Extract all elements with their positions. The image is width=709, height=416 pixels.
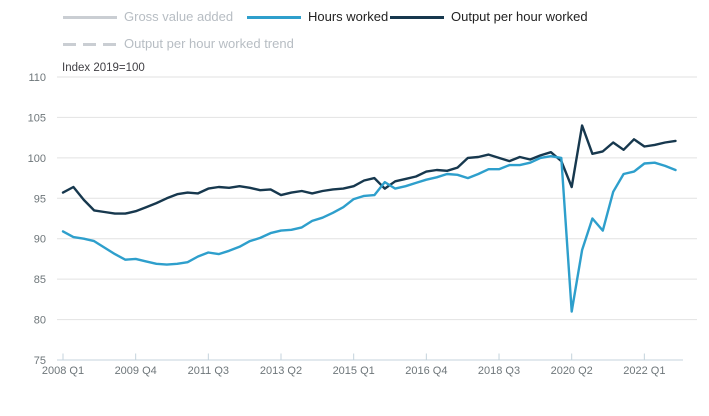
x-axis-label: 2009 Q4 bbox=[115, 365, 157, 377]
gross-value-added-swatch-icon bbox=[63, 15, 117, 19]
output-per-hour-worked-trend-swatch-icon bbox=[63, 42, 117, 46]
x-axis-label: 2022 Q1 bbox=[623, 365, 665, 377]
x-axis-label: 2011 Q3 bbox=[188, 365, 229, 377]
legend-item-output-per-hour-worked-trend[interactable]: Output per hour worked trend bbox=[63, 37, 294, 51]
y-axis-label: 90 bbox=[34, 234, 46, 246]
legend-label: Output per hour worked bbox=[451, 9, 588, 24]
legend-item-gross-value-added[interactable]: Gross value added bbox=[63, 10, 233, 24]
legend-item-output-per-hour-worked[interactable]: Output per hour worked bbox=[390, 10, 588, 24]
x-axis-label: 2013 Q2 bbox=[260, 365, 302, 377]
x-axis-label: 2020 Q2 bbox=[551, 365, 593, 377]
legend-label: Hours worked bbox=[308, 9, 389, 24]
legend-label: Output per hour worked trend bbox=[124, 36, 294, 51]
y-axis-label: 80 bbox=[34, 315, 46, 327]
x-axis-label: 2016 Q4 bbox=[405, 365, 447, 377]
y-axis-label: 110 bbox=[28, 72, 46, 84]
output-per-hour-worked-line bbox=[61, 124, 677, 215]
y-axis-label: 95 bbox=[34, 193, 46, 205]
hours-worked-line bbox=[61, 154, 677, 313]
y-axis-label: 105 bbox=[28, 112, 46, 124]
x-axis-label: 2008 Q1 bbox=[42, 365, 84, 377]
y-axis-label: 75 bbox=[34, 355, 46, 367]
y-axis-label: 100 bbox=[28, 153, 46, 165]
x-axis-label: 2018 Q3 bbox=[478, 365, 520, 377]
legend: Gross value added Hours worked Output pe… bbox=[0, 0, 709, 58]
y-axis-label: 85 bbox=[34, 274, 46, 286]
legend-label: Gross value added bbox=[124, 9, 234, 24]
legend-item-hours-worked[interactable]: Hours worked bbox=[247, 10, 388, 24]
index-annotation: Index 2019=100 bbox=[62, 62, 145, 74]
output-per-hour-worked-swatch-icon bbox=[390, 15, 444, 19]
x-axis-label: 2015 Q1 bbox=[333, 365, 375, 377]
hours-worked-swatch-icon bbox=[247, 15, 301, 19]
